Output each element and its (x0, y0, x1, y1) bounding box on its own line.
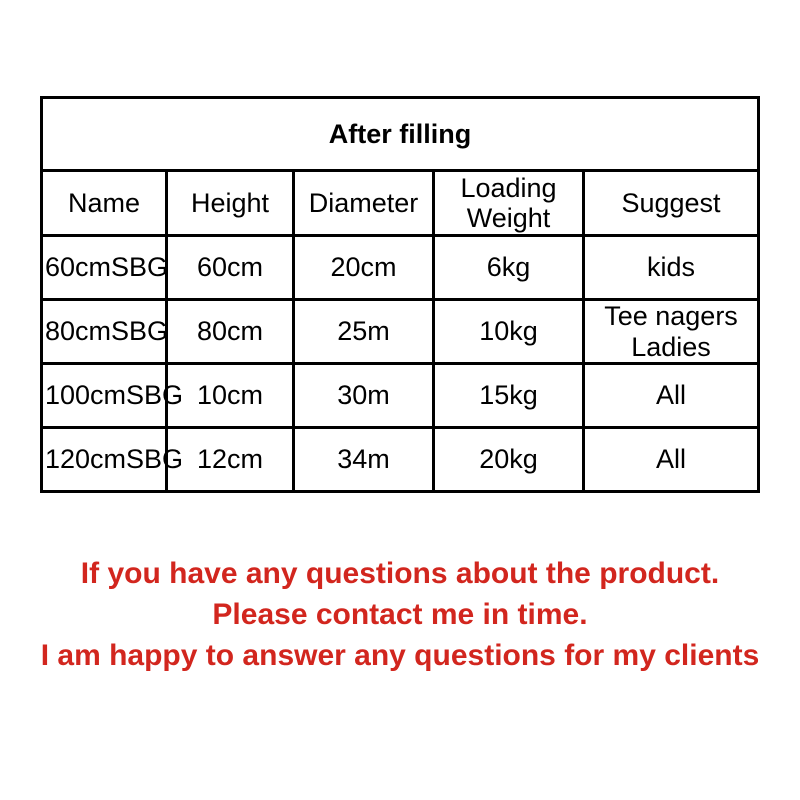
cell-loading-weight: 10kg (432, 298, 585, 365)
table-row-100cm: 100cmSBG 10cm 30m 15kg All (40, 362, 761, 429)
column-header-height: Height (165, 169, 295, 237)
column-header-loading-weight: Loading Weight (432, 169, 585, 237)
table-header-row: Name Height Diameter Loading Weight Sugg… (40, 169, 761, 237)
table-row-60cm: 60cmSBG 60cm 20cm 6kg kids (40, 234, 761, 301)
cell-diameter: 34m (292, 426, 435, 493)
cell-loading-weight: 6kg (432, 234, 585, 301)
cell-name: 100cmSBG (40, 362, 183, 429)
cell-name: 80cmSBG (40, 298, 168, 365)
cell-suggest: kids (581, 234, 761, 301)
notice-line: Please contact me in time. (212, 598, 588, 631)
notice-line: I am happy to answer any questions for m… (40, 639, 760, 672)
table-row-120cm: 120cmSBG 12cm 34m 20kg All (40, 426, 761, 493)
cell-name: 60cmSBG (40, 234, 168, 301)
cell-loading-weight: 20kg (432, 426, 585, 493)
size-spec-table: After filling Name Height Diameter Loadi… (39, 96, 761, 493)
cell-name: 120cmSBG (40, 426, 183, 493)
notice: If you have any questions about the prod… (0, 553, 800, 676)
cell-height: 80cm (165, 298, 295, 365)
cell-diameter: 25m (292, 298, 435, 365)
table-title-row: After filling (39, 96, 761, 172)
notice-line: If you have any questions about the prod… (80, 557, 720, 590)
cell-height: 12cm (165, 426, 295, 493)
cell-loading-weight: 15kg (432, 362, 585, 429)
column-header-suggest: Suggest (581, 169, 761, 237)
table-row-80cm: 80cmSBG 80cm 25m 10kg Tee nagers Ladies (40, 298, 761, 365)
cell-diameter: 20cm (292, 234, 435, 301)
cell-suggest: Tee nagers Ladies (581, 298, 761, 365)
cell-height: 60cm (165, 234, 295, 301)
column-header-name: Name (40, 169, 168, 237)
column-header-diameter: Diameter (292, 169, 435, 237)
cell-diameter: 30m (292, 362, 435, 429)
cell-height: 10cm (165, 362, 295, 429)
table-title: After filling (39, 96, 761, 172)
cell-suggest: All (581, 362, 761, 429)
cell-suggest: All (581, 426, 761, 493)
